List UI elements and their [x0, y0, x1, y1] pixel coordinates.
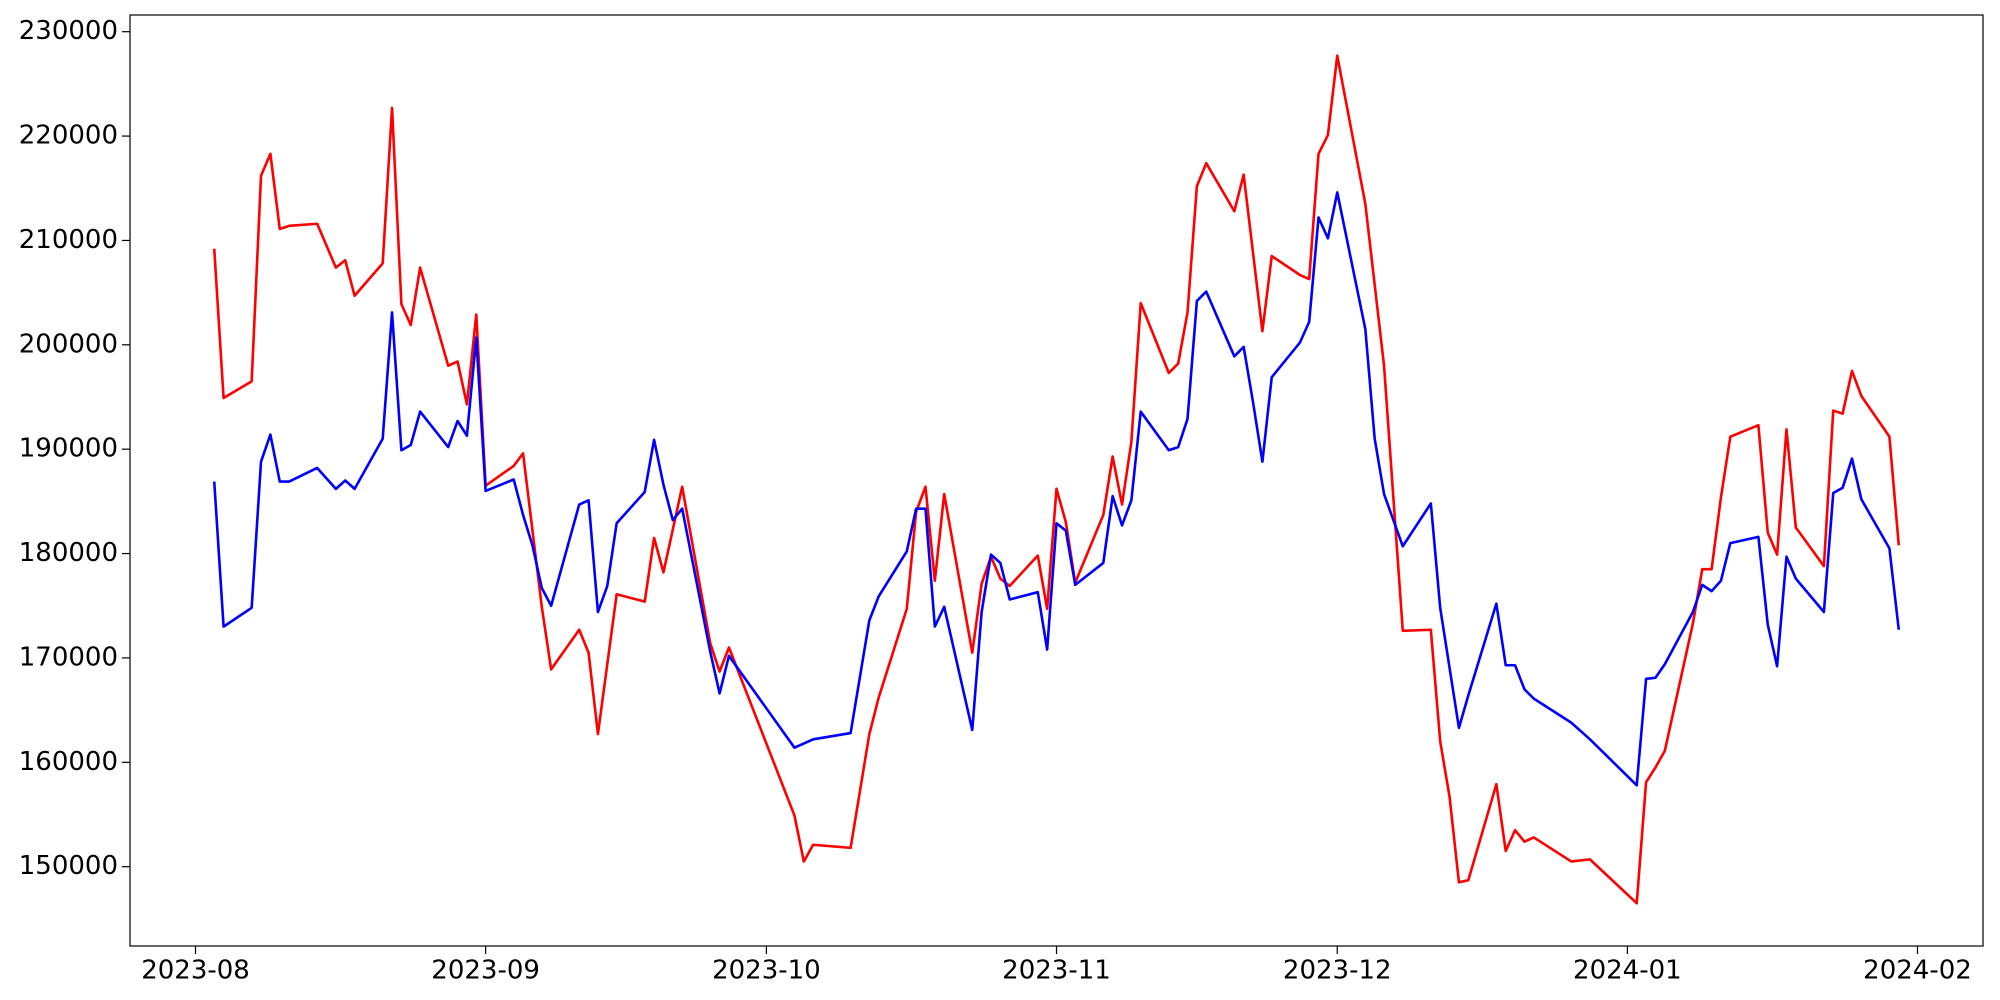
x-tick-label: 2023-08: [141, 956, 250, 986]
y-tick-label: 190000: [19, 434, 118, 464]
plot-frame: [129, 14, 1984, 947]
y-tick-label: 160000: [19, 747, 118, 777]
y-tick-label: 180000: [19, 538, 118, 568]
y-tick-label: 230000: [19, 16, 118, 46]
x-tick-label: 2024-01: [1573, 956, 1682, 986]
y-tick-label: 220000: [19, 121, 118, 151]
y-tick-label: 150000: [19, 851, 118, 881]
x-tick-label: 2023-09: [431, 956, 540, 986]
series-line: [212, 54, 1901, 905]
y-tick-label: 200000: [19, 329, 118, 359]
x-tick-label: 2024-02: [1863, 956, 1972, 986]
y-tick-label: 170000: [19, 642, 118, 672]
series-line: [212, 191, 1901, 787]
x-tick-label: 2023-12: [1283, 956, 1392, 986]
y-tick-label: 210000: [19, 225, 118, 255]
x-tick-label: 2023-10: [712, 956, 821, 986]
x-tick-label: 2023-11: [1002, 956, 1111, 986]
